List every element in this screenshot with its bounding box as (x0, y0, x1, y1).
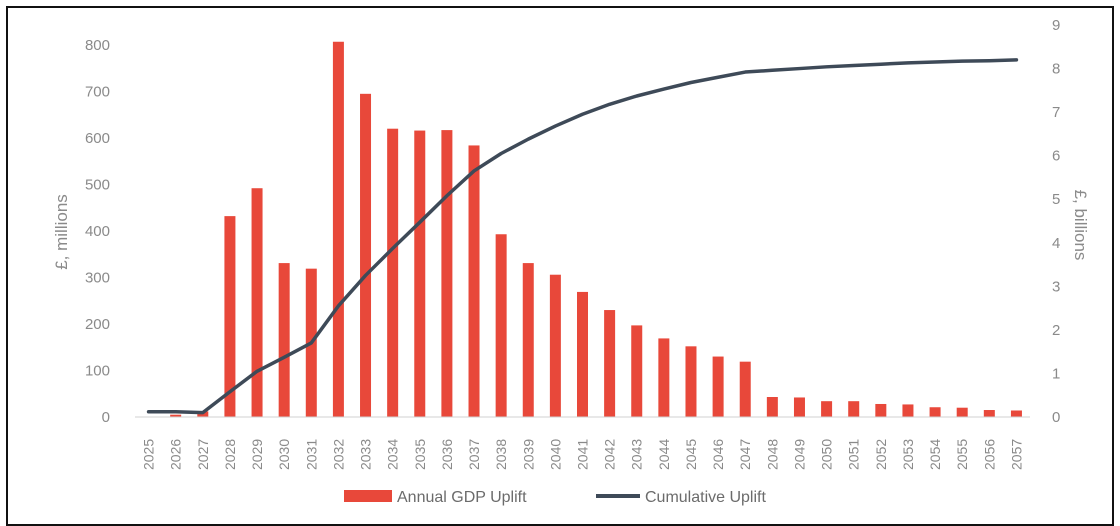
left-tick-400: 400 (85, 223, 110, 240)
bar-2028 (224, 216, 236, 417)
right-tick-6: 6 (1052, 148, 1060, 165)
x-tick-2054: 2054 (927, 439, 943, 470)
bars-layer (170, 41, 1022, 417)
left-axis-ticks: 0 100 200 300 400 500 600 700 800 (85, 37, 110, 426)
x-tick-2032: 2032 (330, 439, 346, 470)
legend-bar-swatch (344, 490, 392, 502)
bar-2048 (766, 397, 778, 417)
chart-svg: 0 100 200 300 400 500 600 700 800 0 1 2 3 4 5 6 7 8 9 202… (52, 17, 1090, 506)
legend: Annual GDP Uplift Cumulative Uplift (344, 489, 766, 506)
right-tick-5: 5 (1052, 191, 1060, 208)
x-tick-2037: 2037 (466, 439, 482, 470)
x-tick-2050: 2050 (819, 439, 835, 470)
legend-line-label: Cumulative Uplift (645, 489, 766, 506)
right-tick-7: 7 (1052, 104, 1060, 121)
x-tick-2035: 2035 (412, 439, 428, 470)
left-tick-300: 300 (85, 270, 110, 287)
x-tick-2033: 2033 (358, 439, 374, 470)
x-tick-2055: 2055 (954, 439, 970, 470)
right-tick-4: 4 (1052, 235, 1060, 252)
bar-2052 (875, 403, 887, 417)
bar-2034 (387, 128, 399, 417)
left-tick-0: 0 (102, 409, 110, 426)
bar-2035 (414, 130, 426, 417)
x-tick-2042: 2042 (602, 439, 618, 470)
right-axis-title: £, billions (1071, 190, 1090, 261)
x-tick-2051: 2051 (846, 439, 862, 470)
x-tick-2046: 2046 (710, 439, 726, 470)
x-tick-2057: 2057 (1008, 439, 1024, 470)
x-tick-2038: 2038 (493, 439, 509, 470)
x-tick-2048: 2048 (764, 439, 780, 470)
right-tick-8: 8 (1052, 61, 1060, 78)
right-tick-3: 3 (1052, 278, 1060, 295)
bar-2026 (170, 414, 182, 417)
line-layer (146, 58, 1019, 415)
bar-2051 (848, 401, 860, 417)
x-tick-2030: 2030 (276, 439, 292, 470)
right-tick-9: 9 (1052, 17, 1060, 34)
left-tick-200: 200 (85, 316, 110, 333)
x-tick-2052: 2052 (873, 439, 889, 470)
bar-2057 (1010, 410, 1022, 417)
x-tick-2034: 2034 (385, 439, 401, 470)
bar-2049 (793, 397, 805, 417)
left-tick-800: 800 (85, 37, 110, 54)
bar-2039 (522, 263, 534, 417)
x-tick-2039: 2039 (520, 439, 536, 470)
left-tick-600: 600 (85, 130, 110, 147)
x-tick-2026: 2026 (168, 439, 184, 470)
x-tick-2028: 2028 (222, 439, 238, 470)
bar-2032 (332, 41, 344, 417)
bar-2054 (929, 407, 941, 417)
x-tick-2031: 2031 (303, 439, 319, 470)
x-tick-2041: 2041 (575, 439, 591, 470)
x-tick-2053: 2053 (900, 439, 916, 470)
x-tick-2056: 2056 (981, 439, 997, 470)
bar-2036 (441, 130, 453, 417)
x-tick-2049: 2049 (791, 439, 807, 470)
bar-2041 (577, 291, 588, 417)
right-axis-ticks: 0 1 2 3 4 5 6 7 8 9 (1052, 17, 1060, 426)
bar-2030 (278, 263, 290, 417)
right-tick-0: 0 (1052, 409, 1060, 426)
left-tick-700: 700 (85, 84, 110, 101)
x-tick-2045: 2045 (683, 439, 699, 470)
bar-2056 (983, 410, 995, 417)
x-tick-2027: 2027 (195, 439, 211, 470)
cumulative-line (146, 58, 1019, 415)
right-tick-2: 2 (1052, 322, 1060, 339)
bar-2029 (251, 188, 263, 417)
x-tick-2044: 2044 (656, 439, 672, 470)
bar-2050 (821, 401, 833, 417)
left-axis-title: £, millions (52, 194, 71, 270)
bar-2038 (495, 234, 507, 417)
bar-2040 (549, 274, 561, 417)
x-tick-2036: 2036 (439, 439, 455, 470)
bar-2044 (658, 338, 670, 417)
x-tick-2043: 2043 (629, 439, 645, 470)
x-tick-2040: 2040 (547, 439, 563, 470)
bar-2043 (631, 325, 643, 417)
bar-2047 (739, 361, 751, 417)
left-tick-100: 100 (85, 363, 110, 380)
legend-bar-label: Annual GDP Uplift (397, 489, 527, 506)
x-tick-2025: 2025 (141, 439, 157, 470)
x-axis-ticks: 2025 2026 2027 2028 2029 2030 2031 2032 2033 2034… (141, 439, 1025, 470)
chart-frame (6, 6, 1114, 526)
left-tick-500: 500 (85, 177, 110, 194)
bar-2042 (604, 310, 616, 417)
bar-2045 (685, 346, 697, 417)
x-tick-2029: 2029 (249, 439, 265, 470)
bar-2046 (712, 356, 724, 417)
right-tick-1: 1 (1052, 365, 1060, 382)
bar-2033 (360, 93, 372, 417)
bar-2055 (956, 407, 968, 417)
bar-2053 (902, 404, 914, 417)
bar-2037 (468, 145, 480, 417)
x-tick-2047: 2047 (737, 439, 753, 470)
